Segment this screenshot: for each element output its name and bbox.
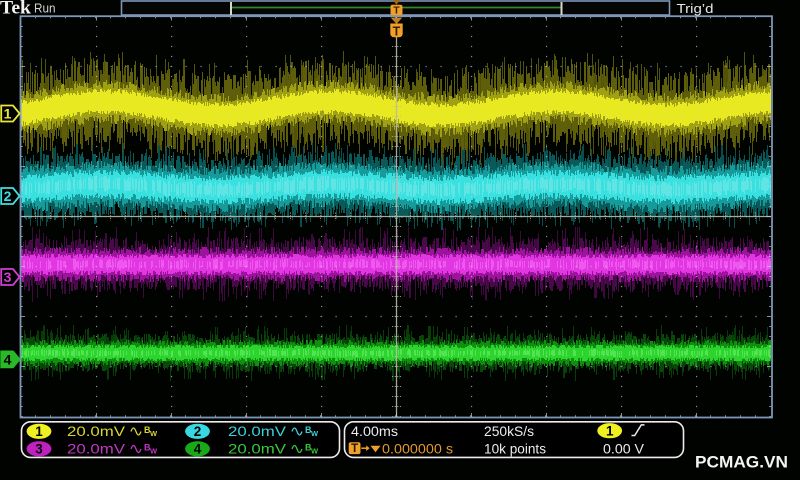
svg-text:2: 2 — [194, 424, 202, 439]
svg-text:250kS/s: 250kS/s — [484, 424, 534, 439]
svg-text:20.0mV: 20.0mV — [67, 424, 125, 439]
svg-text:W: W — [150, 447, 158, 456]
svg-text:4: 4 — [4, 352, 12, 368]
svg-text:3: 3 — [4, 269, 12, 285]
svg-text:B: B — [144, 443, 151, 453]
svg-text:B: B — [144, 425, 151, 435]
svg-text:Run: Run — [34, 1, 56, 15]
svg-text:W: W — [150, 429, 158, 438]
svg-text:1: 1 — [35, 424, 43, 439]
svg-text:B: B — [305, 425, 312, 435]
svg-text:3: 3 — [35, 442, 43, 457]
svg-text:W: W — [311, 447, 319, 456]
svg-text:4: 4 — [194, 442, 202, 457]
svg-text:20.0mV: 20.0mV — [67, 442, 125, 457]
svg-text:B: B — [305, 443, 312, 453]
svg-text:20.0mV: 20.0mV — [228, 424, 286, 439]
svg-text:PCMAG.VN: PCMAG.VN — [695, 454, 788, 472]
svg-text:Tek: Tek — [0, 0, 31, 19]
svg-text:2: 2 — [4, 188, 12, 204]
svg-text:1: 1 — [606, 424, 614, 439]
svg-text:20.0mV: 20.0mV — [228, 442, 286, 457]
svg-text:10k points: 10k points — [484, 442, 546, 457]
svg-text:T: T — [393, 25, 401, 39]
svg-text:4.00ms: 4.00ms — [351, 424, 398, 439]
svg-text:T: T — [351, 443, 358, 455]
svg-text:1: 1 — [4, 106, 12, 122]
svg-text:0.000000 s: 0.000000 s — [382, 442, 453, 457]
svg-text:W: W — [311, 429, 319, 438]
svg-text:T: T — [393, 5, 400, 17]
svg-text:0.00 V: 0.00 V — [603, 442, 644, 457]
svg-text:Trig’d: Trig’d — [677, 1, 714, 16]
